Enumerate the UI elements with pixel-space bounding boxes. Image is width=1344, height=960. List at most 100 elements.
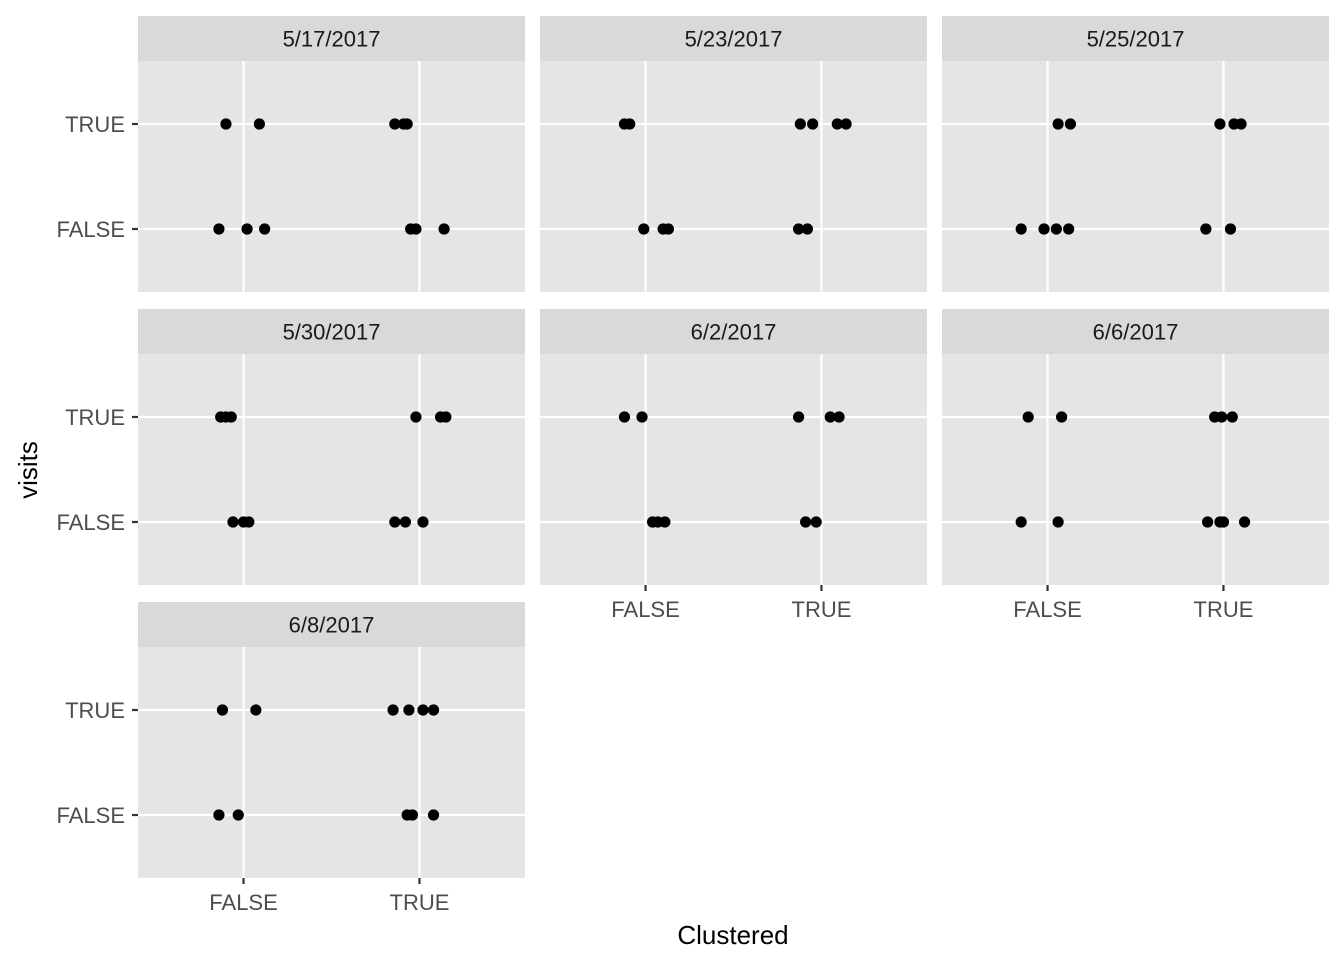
data-point (1202, 516, 1214, 528)
data-point (662, 223, 675, 235)
data-point (1056, 411, 1068, 423)
data-point (250, 704, 262, 716)
y-tick-label: TRUE (65, 405, 125, 430)
panel-background (942, 354, 1329, 585)
data-point (801, 223, 813, 235)
data-point (792, 411, 805, 423)
data-point (227, 516, 239, 528)
data-point (1015, 516, 1027, 528)
data-point (1063, 223, 1075, 235)
data-point (1238, 516, 1251, 528)
data-point (243, 516, 255, 528)
y-tick-label: FALSE (57, 510, 125, 535)
data-point (636, 411, 648, 423)
y-axis-title: visits (13, 441, 43, 499)
facet-panels: 5/17/2017 FALSE TRUE 5/23/2017 5/25/2017 5/30… (57, 16, 1329, 915)
data-point (253, 118, 265, 130)
facet-panel: 6/8/2017 FALSE TRUE FALSE TRUE (57, 602, 525, 915)
data-point (427, 704, 440, 716)
facet-strip-label: 6/2/2017 (691, 320, 777, 345)
data-point (1224, 223, 1237, 235)
data-point (1052, 516, 1064, 528)
facet-strip-label: 5/17/2017 (283, 27, 381, 52)
facet-panel: 6/6/2017 FALSE TRUE (942, 309, 1329, 622)
facet-strip (942, 16, 1329, 61)
data-point (225, 411, 237, 423)
panel-background (138, 647, 525, 878)
data-point (406, 809, 419, 821)
data-point (800, 516, 812, 528)
facet-panel: 5/23/2017 (540, 16, 927, 292)
facet-panel: 5/17/2017 FALSE TRUE (57, 16, 525, 292)
x-tick-label: TRUE (390, 890, 450, 915)
panel-background (540, 354, 927, 585)
facet-strip-label: 5/30/2017 (283, 320, 381, 345)
data-point (794, 118, 806, 130)
facet-strip-label: 5/25/2017 (1087, 27, 1185, 52)
x-tick-label: FALSE (611, 597, 679, 622)
data-point (833, 411, 845, 423)
x-tick-label: TRUE (792, 597, 852, 622)
data-point (213, 223, 225, 235)
data-point (1235, 118, 1247, 130)
facet-strip (138, 16, 525, 61)
data-point (618, 411, 631, 423)
facet-panel: 6/2/2017 FALSE TRUE (540, 309, 927, 622)
data-point (792, 223, 805, 235)
data-point (410, 223, 422, 235)
data-point (427, 809, 440, 821)
data-point (213, 809, 225, 821)
data-point (1216, 411, 1228, 423)
data-point (1064, 118, 1077, 130)
x-tick-label: FALSE (209, 890, 277, 915)
data-point (1226, 411, 1238, 423)
y-tick-label: FALSE (57, 217, 125, 242)
data-point (417, 704, 429, 716)
data-point (232, 809, 244, 821)
data-point (840, 118, 852, 130)
data-point (410, 411, 422, 423)
x-tick-label: FALSE (1013, 597, 1081, 622)
data-point (1015, 223, 1027, 235)
data-point (387, 704, 399, 716)
panel-background (138, 61, 525, 292)
data-point (1200, 223, 1212, 235)
data-point (438, 223, 450, 235)
data-point (624, 118, 636, 130)
facet-strip-label: 5/23/2017 (685, 27, 783, 52)
data-point (220, 118, 232, 130)
y-tick-label: TRUE (65, 112, 125, 137)
data-point (389, 118, 401, 130)
x-tick-label: TRUE (1194, 597, 1254, 622)
x-axis-title: Clustered (677, 920, 788, 950)
data-point (810, 516, 822, 528)
facet-strip (540, 16, 927, 61)
data-point (659, 516, 671, 528)
data-point (403, 704, 415, 716)
panel-background (540, 61, 927, 292)
facet-strip-label: 6/6/2017 (1093, 320, 1179, 345)
data-point (1052, 118, 1064, 130)
data-point (1217, 516, 1230, 528)
y-tick-label: TRUE (65, 698, 125, 723)
facet-panel: 5/30/2017 FALSE TRUE (57, 309, 525, 585)
data-point (1050, 223, 1062, 235)
data-point (389, 516, 401, 528)
data-point (241, 223, 253, 235)
y-tick-label: FALSE (57, 803, 125, 828)
data-point (399, 516, 411, 528)
facet-strip (138, 602, 525, 647)
data-point (259, 223, 271, 235)
panel-background (942, 61, 1329, 292)
data-point (638, 223, 650, 235)
data-point (440, 411, 452, 423)
panel-background (138, 354, 525, 585)
data-point (1214, 118, 1226, 130)
data-point (216, 704, 229, 716)
facet-strip (138, 309, 525, 354)
data-point (831, 118, 843, 130)
facet-strip-label: 6/8/2017 (289, 613, 375, 638)
data-point (1038, 223, 1050, 235)
data-point (417, 516, 429, 528)
